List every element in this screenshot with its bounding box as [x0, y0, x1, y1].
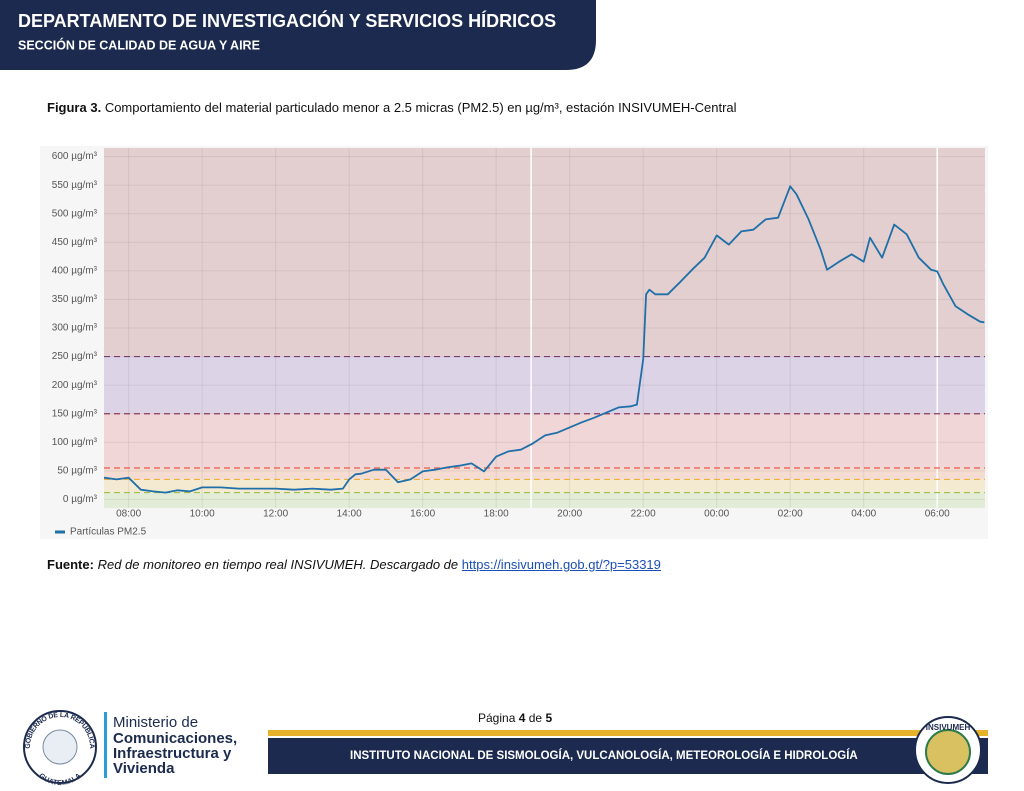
series-line — [103, 185, 985, 494]
header-title: DEPARTAMENTO DE INVESTIGACIÓN Y SERVICIO… — [18, 10, 556, 31]
x-tick-label: 14:00 — [337, 509, 362, 520]
x-tick-label: 12:00 — [263, 509, 288, 520]
ministry-line: Ministerio de — [113, 714, 198, 731]
y-tick-label: 0 µg/m³ — [63, 494, 98, 505]
page-of: de — [528, 711, 543, 725]
source-link[interactable]: https://insivumeh.gob.gt/?p=53319 — [461, 557, 661, 572]
seal-center — [42, 729, 78, 765]
source-label: Fuente: — [47, 557, 94, 572]
gold-stripe — [268, 730, 988, 736]
page-word: Página — [478, 711, 516, 725]
page-number: Página 4 de 5 — [478, 711, 552, 725]
y-tick-label: 300 µg/m³ — [52, 323, 98, 334]
threshold-band — [104, 479, 985, 493]
y-tick-label: 600 µg/m³ — [52, 151, 98, 162]
figure-caption: Figura 3. Comportamiento del material pa… — [47, 100, 737, 115]
source: Fuente: Red de monitoreo en tiempo real … — [47, 557, 661, 572]
y-tick-label: 450 µg/m³ — [52, 237, 98, 248]
y-tick-label: 100 µg/m³ — [52, 437, 98, 448]
institute-name: INSTITUTO NACIONAL DE SISMOLOGÍA, VULCAN… — [350, 749, 858, 762]
threshold-band — [104, 492, 985, 508]
header-subtitle: SECCIÓN DE CALIDAD DE AGUA Y AIRE — [18, 37, 260, 52]
y-tick-label: 350 µg/m³ — [52, 294, 98, 305]
logo-text: INSIVUMEH — [926, 723, 971, 732]
x-tick-label: 08:00 — [116, 509, 141, 520]
y-tick-label: 200 µg/m³ — [52, 380, 98, 391]
page-current: 4 — [518, 711, 526, 725]
chart: 0 µg/m³ 50 µg/m³ 100 µg/m³ 150 µg/m³ 200 µg/… — [40, 146, 988, 539]
header-band: DEPARTAMENTO DE INVESTIGACIÓN Y SERVICIO… — [0, 0, 596, 70]
x-tick-label: 22:00 — [631, 509, 656, 520]
x-tick-label: 16:00 — [410, 509, 435, 520]
y-tick-label: 550 µg/m³ — [52, 180, 98, 191]
x-tick-label: 06:00 — [925, 509, 950, 520]
x-tick-label: 02:00 — [778, 509, 803, 520]
figure-label: Figura 3. — [47, 100, 102, 115]
source-text: Red de monitoreo en tiempo real INSIVUME… — [97, 557, 459, 572]
legend-label: Partículas PM2.5 — [70, 527, 147, 538]
x-tick-label: 04:00 — [851, 509, 876, 520]
y-tick-label: 500 µg/m³ — [52, 208, 98, 219]
x-tick-label: 20:00 — [557, 509, 582, 520]
ministry-line: Infraestructura y — [113, 745, 232, 762]
footer: GOBIERNO DE LA REPÚBLICA GUATEMALA Minis… — [23, 710, 988, 787]
threshold-band — [104, 356, 985, 414]
y-tick-label: 50 µg/m³ — [57, 465, 97, 476]
ministry-line: Comunicaciones, — [113, 730, 237, 747]
threshold-band — [104, 413, 985, 468]
threshold-band — [104, 468, 985, 480]
y-tick-label: 250 µg/m³ — [52, 351, 98, 362]
top-band — [104, 148, 985, 357]
logo-center — [925, 729, 971, 775]
ministry-line: Vivienda — [113, 760, 175, 777]
legend-swatch — [55, 530, 65, 534]
caption-text: Comportamiento del material particulado … — [104, 100, 737, 115]
x-tick-label: 00:00 — [704, 509, 729, 520]
page-total: 5 — [545, 711, 553, 725]
y-tick-label: 400 µg/m³ — [52, 265, 98, 276]
header-shape — [0, 0, 596, 70]
x-tick-label: 18:00 — [484, 509, 509, 520]
y-tick-label: 150 µg/m³ — [52, 408, 98, 419]
institute-band — [268, 738, 988, 774]
ministry-divider — [104, 712, 107, 778]
x-tick-label: 10:00 — [190, 509, 215, 520]
